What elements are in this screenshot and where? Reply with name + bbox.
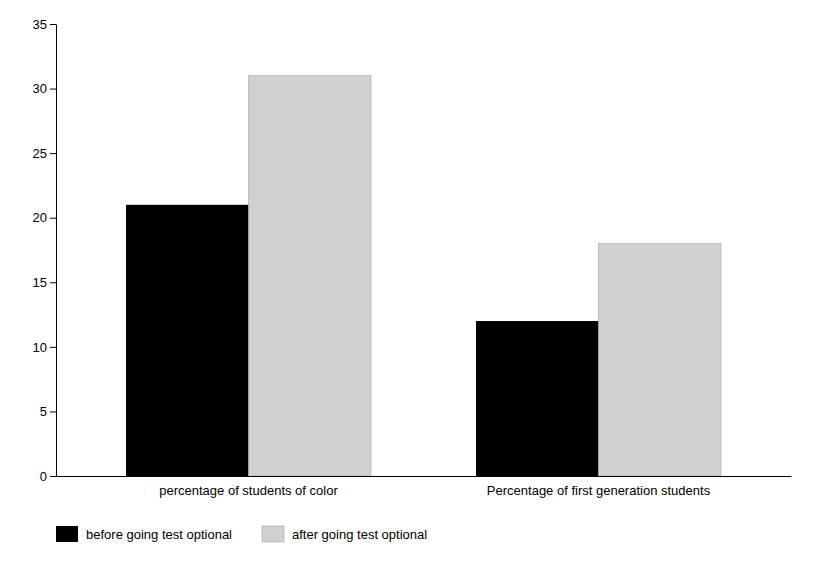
y-tick-label: 35 <box>33 17 47 32</box>
bar <box>476 321 599 476</box>
legend-label: before going test optional <box>86 527 232 542</box>
tick-mark <box>50 218 56 219</box>
axis-line <box>57 476 792 477</box>
x-tick: Percentage of first generation students <box>487 476 711 498</box>
y-tick-label: 5 <box>40 404 47 419</box>
y-tick: 15 <box>33 275 56 290</box>
tick-mark <box>50 476 56 477</box>
y-tick: 10 <box>33 340 56 355</box>
y-tick-label: 10 <box>33 340 47 355</box>
y-tick-label: 0 <box>40 469 47 484</box>
x-axis: percentage of students of color Percentag… <box>57 476 792 498</box>
y-tick: 0 <box>40 469 56 484</box>
legend-item: before going test optional <box>56 526 232 542</box>
x-tick: percentage of students of color <box>159 476 338 498</box>
y-tick: 25 <box>33 146 56 161</box>
axis-line <box>56 25 57 477</box>
y-tick: 20 <box>33 210 56 225</box>
tick-mark <box>50 24 56 25</box>
legend-item: after going test optional <box>262 526 427 542</box>
bar <box>126 205 249 476</box>
y-tick: 30 <box>33 81 56 96</box>
legend: before going test optional after going te… <box>56 526 427 542</box>
y-axis: 0 5 10 15 20 25 30 35 <box>33 17 57 484</box>
y-tick-label: 30 <box>33 81 47 96</box>
plot: percentage of students of color Percentag… <box>33 17 792 499</box>
tick-mark <box>50 153 56 154</box>
y-tick: 35 <box>33 17 56 32</box>
y-tick-label: 15 <box>33 275 47 290</box>
x-tick-label: percentage of students of color <box>159 483 338 498</box>
legend-label: after going test optional <box>292 527 427 542</box>
bar <box>599 244 722 476</box>
x-tick-label: Percentage of first generation students <box>487 483 711 498</box>
y-tick: 5 <box>40 404 56 419</box>
tick-mark <box>50 347 56 348</box>
legend-swatch <box>56 526 78 542</box>
y-tick-label: 25 <box>33 146 47 161</box>
legend-swatch <box>262 526 284 542</box>
tick-mark <box>50 282 56 283</box>
tick-mark <box>50 89 56 90</box>
tick-mark <box>50 411 56 412</box>
y-tick-label: 20 <box>33 210 47 225</box>
chart: percentage of students of color Percentag… <box>0 0 815 576</box>
bar <box>249 76 372 476</box>
bars <box>126 76 721 476</box>
